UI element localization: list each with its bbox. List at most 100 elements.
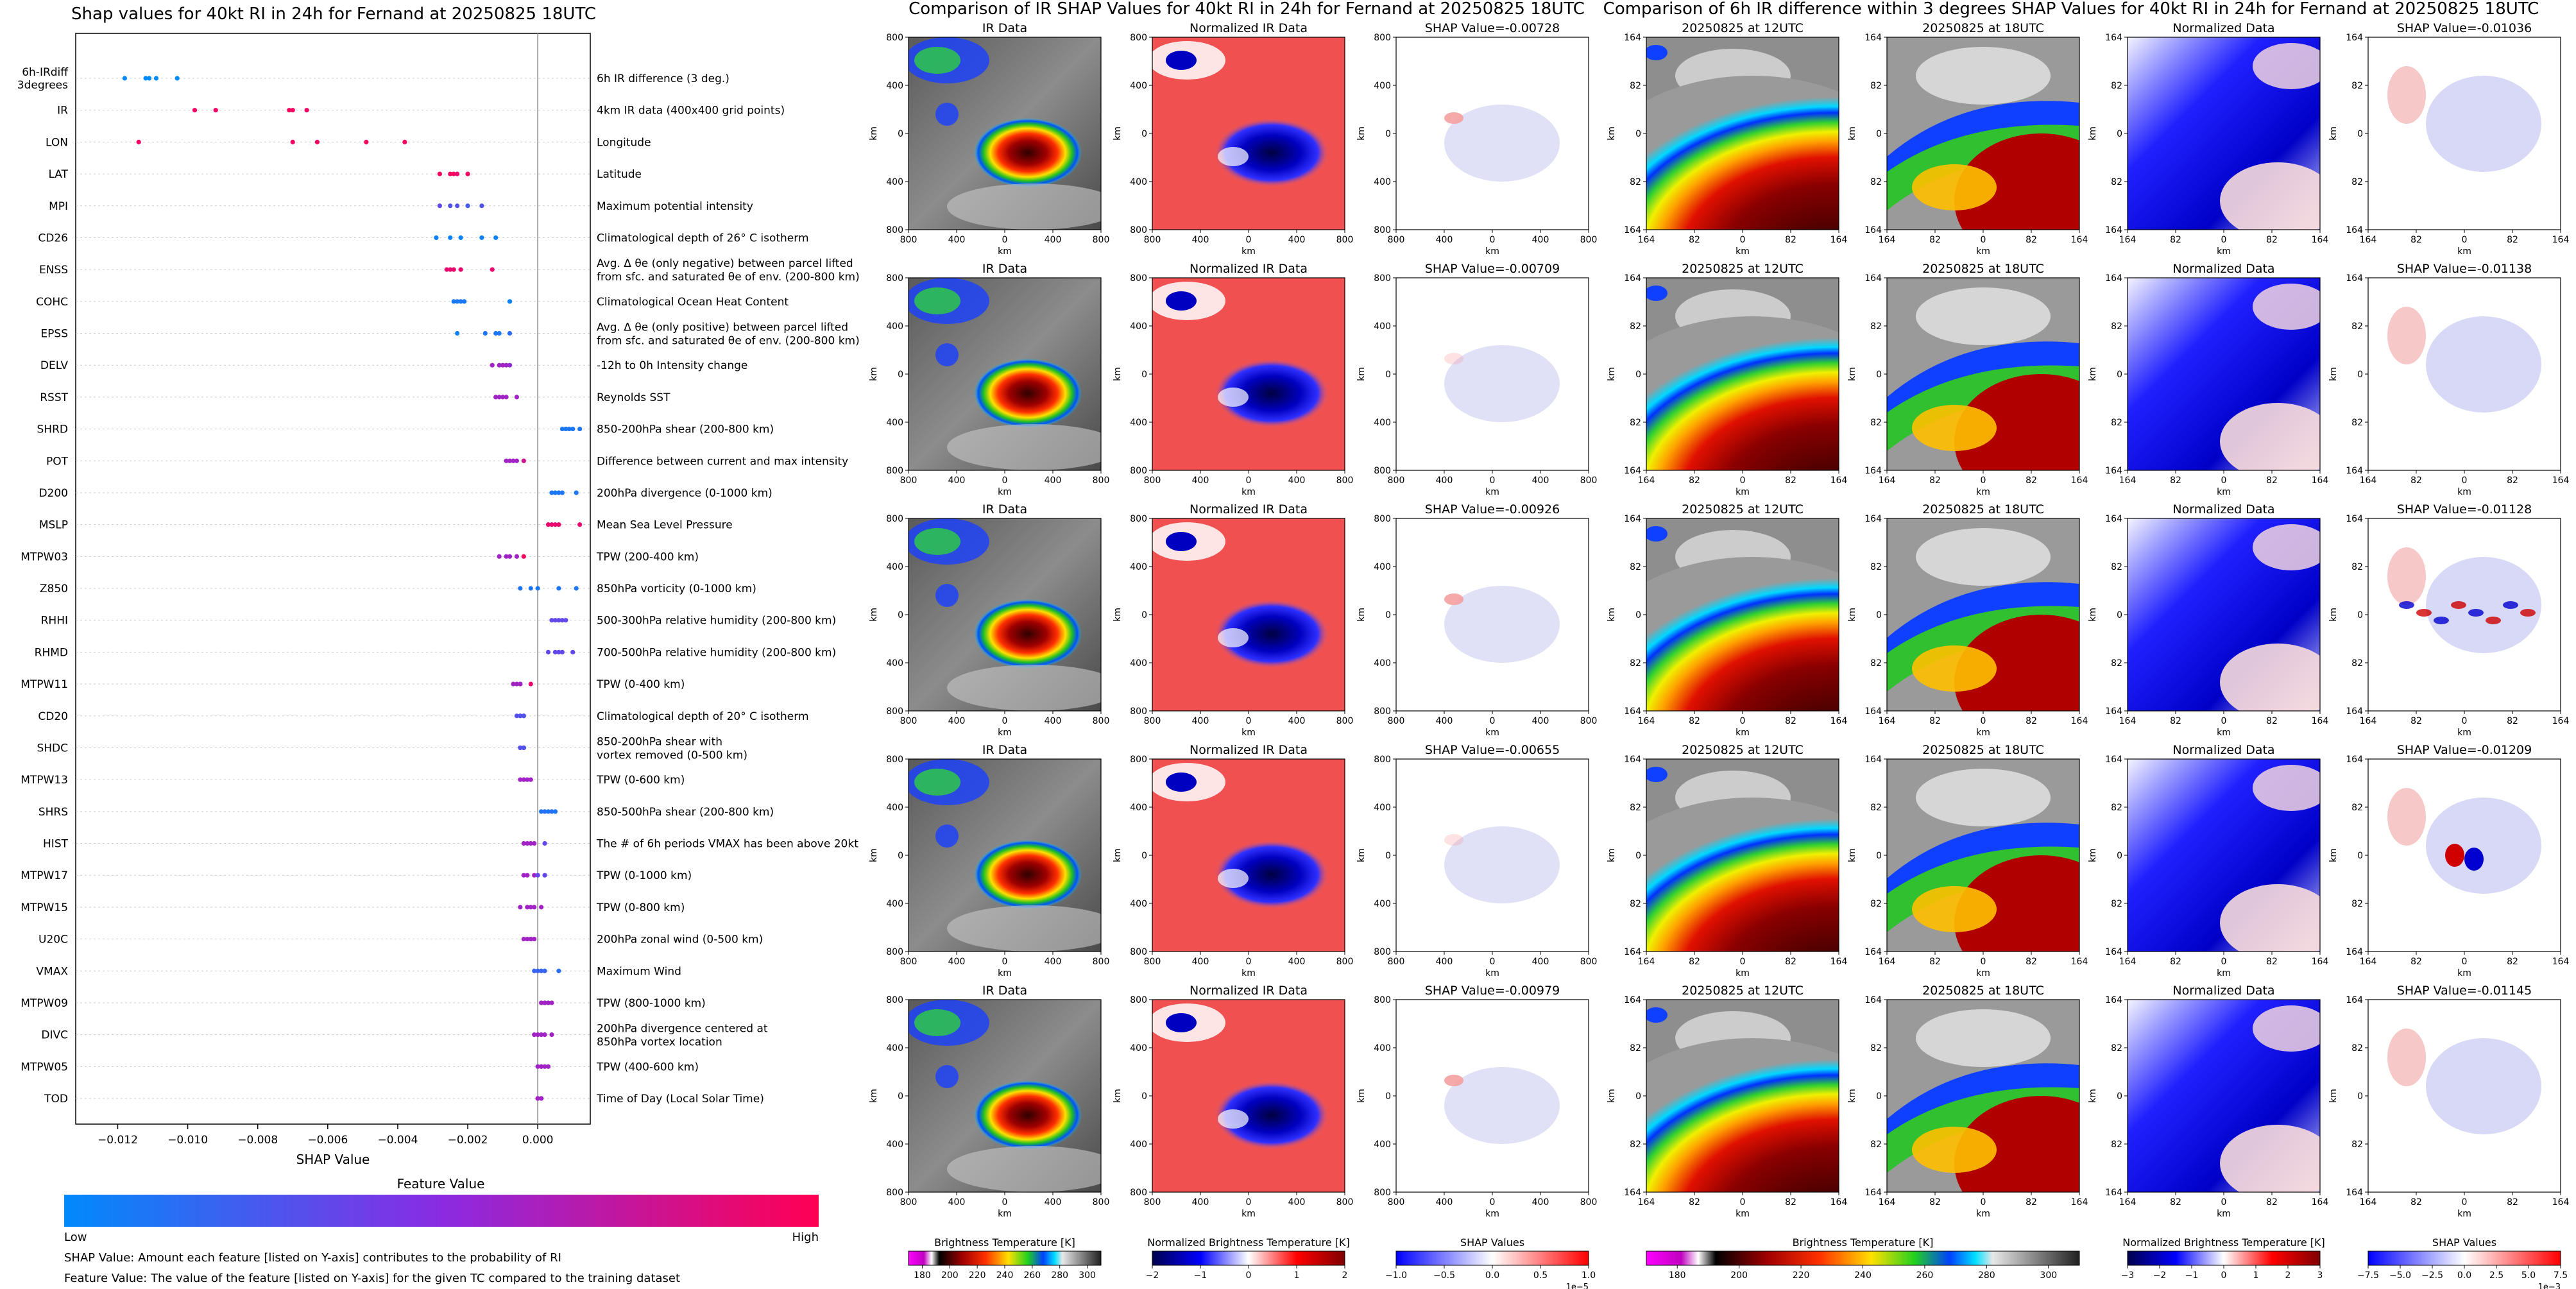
shap-faint-red [1444,593,1463,605]
y-tick-label: 400 [1374,177,1391,187]
y-tick-label: 400 [1130,81,1147,91]
feature-description: Reynolds SST [597,391,670,404]
y-tick-label: 400 [886,177,903,187]
x-tick-label: 0 [1246,957,1252,967]
feature-name-label: D200 [38,487,68,500]
shap-point [556,649,561,654]
image-content [2368,1000,2561,1192]
x-tick-label: 400 [1192,716,1209,726]
x-tick-label: 0 [1981,235,1986,245]
y-tick-label: 82 [2351,562,2363,572]
shap-point [136,139,141,144]
y-tick-label: 82 [2351,1043,2363,1054]
y-tick-label: 82 [1630,658,1641,669]
subplot-title: Normalized IR Data [1190,502,1308,516]
shap-point [514,458,520,463]
y-tick-label: 164 [2346,755,2363,765]
x-axis-label: km [1736,487,1750,497]
image-content [1646,759,1839,952]
shap-point [514,713,520,719]
shap-point [448,171,453,176]
feature-name-label: DIVC [41,1029,68,1042]
x-axis-label: km [1485,728,1499,738]
norm-storm [1214,118,1329,187]
shap-strong-spot [2468,609,2484,617]
y-tick-label: 82 [2111,899,2122,909]
y-tick-label: 0 [1385,370,1391,380]
feature-name-label: VMAX [36,965,68,978]
shap-point [500,395,506,400]
y-tick-label: 164 [1624,273,1641,284]
x-tick-label: 82 [2170,957,2181,967]
y-axis-label: km [2088,367,2098,381]
x-tick-label: 0 [1981,475,1986,486]
feature-name-line: SHRS [38,806,68,819]
x-tick-label: 800 [1388,716,1405,726]
y-tick-label: 82 [1870,803,1882,813]
shap-point [525,873,530,878]
y-tick-label: 400 [1130,658,1147,669]
x-tick-label: 164 [1830,475,1848,486]
shap-strong-spot [2486,617,2501,624]
x-tick-label: 82 [1689,957,1700,967]
norm-pale-red [2220,403,2320,470]
y-tick-label: 164 [1624,225,1641,235]
feature-description: 200hPa zonal wind (0-500 km) [597,934,763,946]
y-tick-label: 800 [1374,1188,1391,1198]
y-tick-label: 400 [1130,1140,1147,1150]
cold-cloud-blob [914,47,960,74]
feature-description-line: Maximum potential intensity [597,200,753,213]
x-tick-label: 82 [2170,1197,2181,1208]
feature-description: -12h to 0h Intensity change [597,359,747,372]
low-cloud [947,424,1101,470]
x-tick-label: 400 [1045,957,1062,967]
cold-cloud-blob [914,287,960,314]
x-tick-label: 800 [1580,1197,1598,1208]
shap-point [521,873,526,878]
x-tick-label: 82 [2170,716,2181,726]
y-tick-label: 800 [1130,706,1147,717]
shap-point [455,171,460,176]
colorbar-tick-label: 200 [1730,1270,1748,1281]
feature-name-line: EPSS [40,328,68,341]
shap-point [153,76,159,81]
y-tick-label: 164 [2346,706,2363,717]
shap-point [518,713,523,719]
shap-point [528,777,533,782]
shap-point [437,171,443,176]
storm-core [974,359,1082,428]
shap-point [461,299,467,304]
x-tick-label: 82 [1689,235,1700,245]
shap-point [511,681,516,687]
y-tick-label: 400 [1374,81,1391,91]
y-tick-label: 164 [2105,514,2122,524]
irdiff-colorbars: Brightness Temperature [K] 180 200 220 240 26… [1646,1236,2568,1289]
x-tick-label: 164 [1830,1197,1848,1208]
shap-point [500,363,506,368]
y-tick-label: 0 [2117,851,2122,861]
shap-strong-spot [2445,844,2464,867]
x-axis-label: km [2457,487,2471,497]
x-tick-label: 800 [1144,957,1161,967]
bright-cloud [1916,287,2051,345]
feature-name-label: TOD [44,1093,68,1105]
y-tick-label: 0 [898,1091,903,1102]
x-axis-label: km [2217,968,2231,978]
colorbar-tick-label: 7.5 [2554,1270,2568,1281]
shap-strong-spot [2399,601,2414,609]
x-axis-label: km [998,246,1012,257]
shap-point [479,235,484,241]
norm-pale-red [2253,765,2320,811]
subplot-title: Normalized IR Data [1190,984,1308,998]
y-tick-label: 164 [1624,466,1641,476]
colorbar-strip [908,1251,1102,1266]
x-tick-label: 164 [2552,235,2570,245]
x-tick-label: 0 [2462,1197,2468,1208]
colorbar-tick-label: 240 [1854,1270,1872,1281]
y-tick-label: 82 [1630,899,1641,909]
colorbar-strip [1395,1251,1589,1266]
image-content [1887,1000,2079,1192]
feature-description-line: 200hPa divergence centered at [597,1023,768,1036]
x-tick-label: 0 [1740,235,1746,245]
